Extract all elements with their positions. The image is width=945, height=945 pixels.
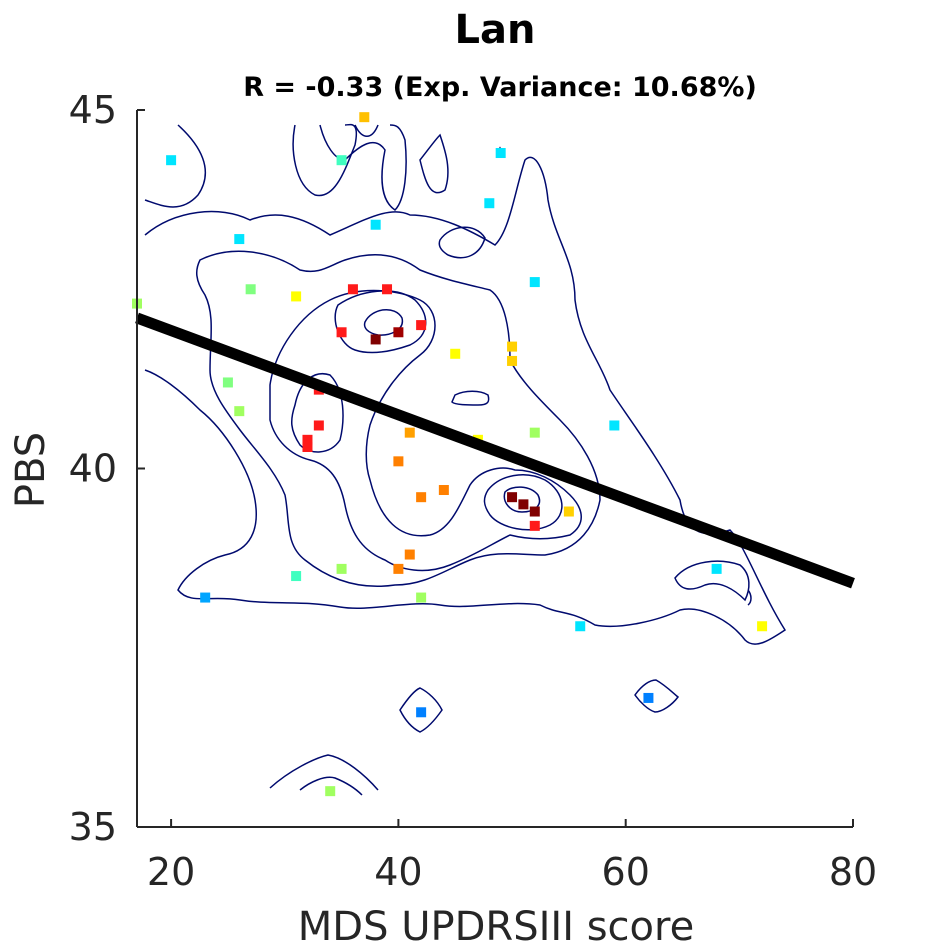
data-point xyxy=(166,155,177,166)
data-point xyxy=(711,563,722,574)
data-point xyxy=(416,320,427,331)
x-axis-label: MDS UPDRSIII score xyxy=(298,904,694,945)
contour-line xyxy=(290,373,344,453)
data-point xyxy=(336,563,347,574)
data-point xyxy=(245,284,256,295)
data-point xyxy=(507,355,518,366)
data-point xyxy=(529,506,540,517)
chart-subtitle: R = -0.33 (Exp. Variance: 10.68%) xyxy=(243,72,757,103)
contour-line xyxy=(354,124,379,137)
data-point xyxy=(495,148,506,159)
data-point xyxy=(563,506,574,517)
data-point xyxy=(382,284,393,295)
data-point xyxy=(416,592,427,603)
contour-line xyxy=(144,124,207,208)
contour-line xyxy=(451,390,490,406)
contour-line xyxy=(634,679,680,713)
data-point xyxy=(336,327,347,338)
x-tick-label: 20 xyxy=(147,850,195,894)
data-point xyxy=(234,234,245,245)
data-point xyxy=(234,406,245,417)
data-point xyxy=(200,592,211,603)
data-point xyxy=(438,485,449,496)
x-axis-ticks: 20 40 60 80 xyxy=(147,819,877,894)
data-point xyxy=(222,377,233,388)
contour-line xyxy=(319,124,407,211)
data-point xyxy=(484,198,495,209)
contour-line xyxy=(144,156,787,645)
axes: 20 40 60 80 35 40 45 xyxy=(69,88,878,894)
data-point xyxy=(507,341,518,352)
x-tick-label: 80 xyxy=(829,850,877,894)
data-point xyxy=(393,563,404,574)
scatter-points xyxy=(132,112,768,797)
data-point xyxy=(529,427,540,438)
x-tick-label: 60 xyxy=(602,850,650,894)
contour-line xyxy=(399,687,443,733)
data-point xyxy=(507,492,518,503)
contour-line xyxy=(747,589,752,606)
data-point xyxy=(757,621,768,632)
contour-line xyxy=(299,776,363,796)
data-point xyxy=(313,420,324,431)
data-point xyxy=(609,420,620,431)
data-point xyxy=(291,571,302,582)
data-point xyxy=(302,434,313,445)
data-point xyxy=(643,692,654,703)
contour-line xyxy=(269,289,582,572)
data-point xyxy=(336,155,347,166)
data-point xyxy=(416,492,427,503)
data-point xyxy=(529,277,540,288)
regression-line xyxy=(135,312,855,589)
regression-line-group xyxy=(135,312,855,589)
data-point xyxy=(370,219,381,230)
y-tick-label: 40 xyxy=(69,447,117,491)
y-axis-label: PBS xyxy=(8,432,54,508)
data-point xyxy=(416,707,427,718)
contour-line xyxy=(195,250,601,587)
data-point xyxy=(450,348,461,359)
data-point xyxy=(325,786,336,797)
data-point xyxy=(393,327,404,338)
data-point xyxy=(347,284,358,295)
x-tick-label: 40 xyxy=(374,850,422,894)
contour-line xyxy=(674,560,750,602)
data-point xyxy=(404,549,415,560)
contour-line xyxy=(438,226,486,259)
y-tick-label: 35 xyxy=(69,805,117,849)
contour-line xyxy=(483,474,563,531)
contour-line xyxy=(269,754,379,791)
data-point xyxy=(291,291,302,302)
data-point xyxy=(575,621,586,632)
data-point xyxy=(359,112,370,123)
chart-title: Lan xyxy=(455,7,536,53)
density-contours xyxy=(144,123,787,796)
data-point xyxy=(404,427,415,438)
data-point xyxy=(518,499,529,510)
data-point xyxy=(393,456,404,467)
data-point xyxy=(370,334,381,345)
contour-line xyxy=(419,133,449,194)
data-point xyxy=(302,441,313,452)
y-axis-ticks: 35 40 45 xyxy=(69,88,145,849)
y-tick-label: 45 xyxy=(69,88,117,132)
contour-line xyxy=(292,123,357,197)
data-point xyxy=(529,520,540,531)
